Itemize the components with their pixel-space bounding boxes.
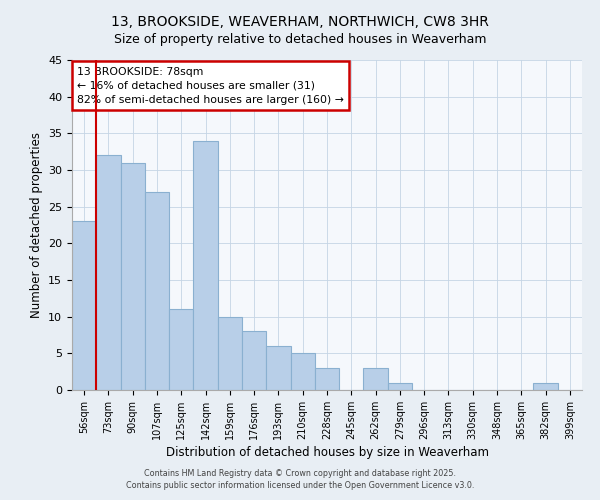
Text: 13, BROOKSIDE, WEAVERHAM, NORTHWICH, CW8 3HR: 13, BROOKSIDE, WEAVERHAM, NORTHWICH, CW8… — [111, 15, 489, 29]
Bar — [145, 192, 169, 390]
Bar — [169, 310, 193, 390]
Bar — [96, 156, 121, 390]
Bar — [266, 346, 290, 390]
Bar — [388, 382, 412, 390]
Bar — [242, 332, 266, 390]
X-axis label: Distribution of detached houses by size in Weaverham: Distribution of detached houses by size … — [166, 446, 488, 459]
Text: Size of property relative to detached houses in Weaverham: Size of property relative to detached ho… — [114, 32, 486, 46]
Bar — [218, 316, 242, 390]
Text: Contains HM Land Registry data © Crown copyright and database right 2025.
Contai: Contains HM Land Registry data © Crown c… — [126, 468, 474, 490]
Text: 13 BROOKSIDE: 78sqm
← 16% of detached houses are smaller (31)
82% of semi-detach: 13 BROOKSIDE: 78sqm ← 16% of detached ho… — [77, 66, 344, 104]
Bar — [364, 368, 388, 390]
Bar — [72, 222, 96, 390]
Bar — [315, 368, 339, 390]
Bar — [290, 354, 315, 390]
Bar — [121, 162, 145, 390]
Bar — [193, 140, 218, 390]
Bar — [533, 382, 558, 390]
Y-axis label: Number of detached properties: Number of detached properties — [29, 132, 43, 318]
